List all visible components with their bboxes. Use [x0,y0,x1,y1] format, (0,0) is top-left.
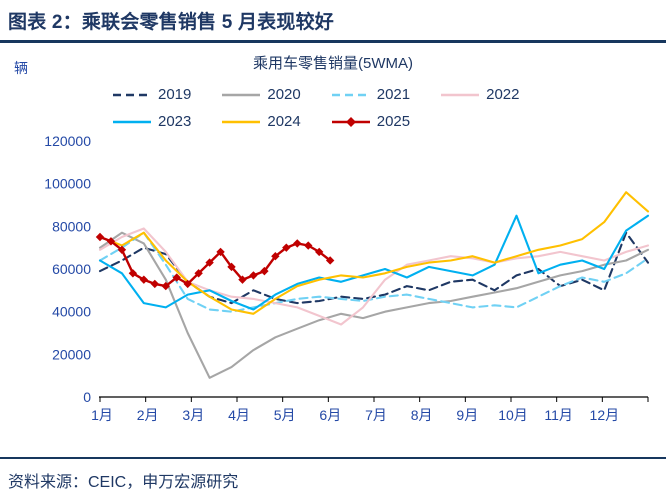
series-line-2020 [98,231,650,379]
x-tick-label: 9月 [456,407,478,423]
legend-line-sample-2025 [331,116,370,127]
y-tick-label: 100000 [44,176,91,192]
legend-item-2019: 2019 [112,86,191,103]
legend-label-2021: 2021 [376,86,411,103]
y-tick-label: 80000 [52,218,91,234]
y-tick-label: 40000 [52,304,91,320]
legend-line-sample-2022 [441,93,480,96]
x-tick-label: 5月 [274,407,296,423]
legend-item-2020: 2020 [221,86,301,103]
legend-label-2023: 2023 [158,113,192,130]
chart-title: 乘用车零售销量(5WMA) [253,55,413,72]
x-tick-label: 2月 [137,407,159,423]
series-marker-2025 [293,239,302,248]
series-line-2023 [98,214,650,311]
legend-item-2023: 2023 [112,113,191,130]
figure-footer: 资料来源：CEIC，申万宏源研究 [0,457,666,504]
x-tick-label: 10月 [498,407,528,423]
source-note: 资料来源：CEIC，申万宏源研究 [8,474,239,491]
legend-label-2024: 2024 [267,113,301,130]
legend-item-2024: 2024 [221,113,301,130]
series-marker-2025 [95,232,105,242]
x-tick-label: 4月 [228,407,250,423]
series-marker-2025 [271,252,280,261]
legend-label-2022: 2022 [486,86,520,103]
series-marker-2025 [106,237,116,246]
legend-label-2019: 2019 [158,86,192,103]
series-line-2025 [98,235,332,288]
x-tick-label: 7月 [365,407,387,423]
series-marker-2025 [161,281,170,291]
figure-header: 图表 2：乘联会零售销售 5 月表现较好 [0,0,666,43]
y-axis-unit-label: 辆 [14,60,28,76]
series-marker-2025 [117,245,127,254]
x-tick-label: 12月 [590,407,620,423]
legend-label-2025: 2025 [376,113,411,130]
legend-row: 2019 2020 2021 2022 [112,81,666,108]
series-marker-2025 [128,269,138,278]
legend-row: 2023 2024 2025 [112,108,666,135]
x-tick-label: 6月 [319,407,341,423]
series-marker-2025 [282,243,291,252]
y-tick-label: 20000 [52,346,91,362]
x-tick-label: 1月 [91,407,113,423]
series-marker-2025 [315,247,324,257]
y-tick-label: 60000 [52,261,91,277]
legend-line-sample-2020 [222,93,261,96]
series-marker-2025 [194,269,203,278]
series-marker-2025 [150,279,159,289]
chart-legend: 2019 2020 2021 2022 2023 2024 2025 [112,81,666,135]
series-marker-2025 [227,262,236,272]
legend-line-sample-2021 [331,93,370,96]
figure-title: 图表 2：乘联会零售销售 5 月表现较好 [8,12,334,33]
plot-canvas: 0 20000 40000 60000 80000 100000 120000 1月 2月 3月 4… [44,135,650,423]
series-marker-2025 [238,275,247,284]
y-tick-label: 0 [83,389,91,405]
series-marker-2025 [139,275,149,284]
legend-item-2022: 2022 [440,86,520,103]
legend-line-sample-2024 [222,120,261,123]
series-marker-2025 [249,271,258,280]
series-marker-2025 [304,241,313,250]
legend-line-sample-2019 [113,93,151,96]
series-marker-2025 [325,256,335,265]
legend-line-sample-2023 [113,120,151,123]
chart-area: 乘用车零售销量(5WMA) 辆 2019 2020 2021 2022 2023 2024… [0,52,666,445]
x-tick-label: 11月 [544,407,573,423]
x-tick-label: 3月 [182,407,204,423]
series-marker-2025 [216,247,225,257]
x-tick-label: 8月 [411,407,433,423]
series-line-2021 [98,231,650,313]
series-marker-2025 [172,273,181,282]
legend-item-2021: 2021 [331,86,410,103]
legend-item-2025: 2025 [331,113,410,130]
series-marker-2025 [183,279,192,289]
legend-label-2020: 2020 [267,86,301,103]
y-tick-label: 120000 [44,135,91,149]
series-marker-2025 [205,258,214,267]
